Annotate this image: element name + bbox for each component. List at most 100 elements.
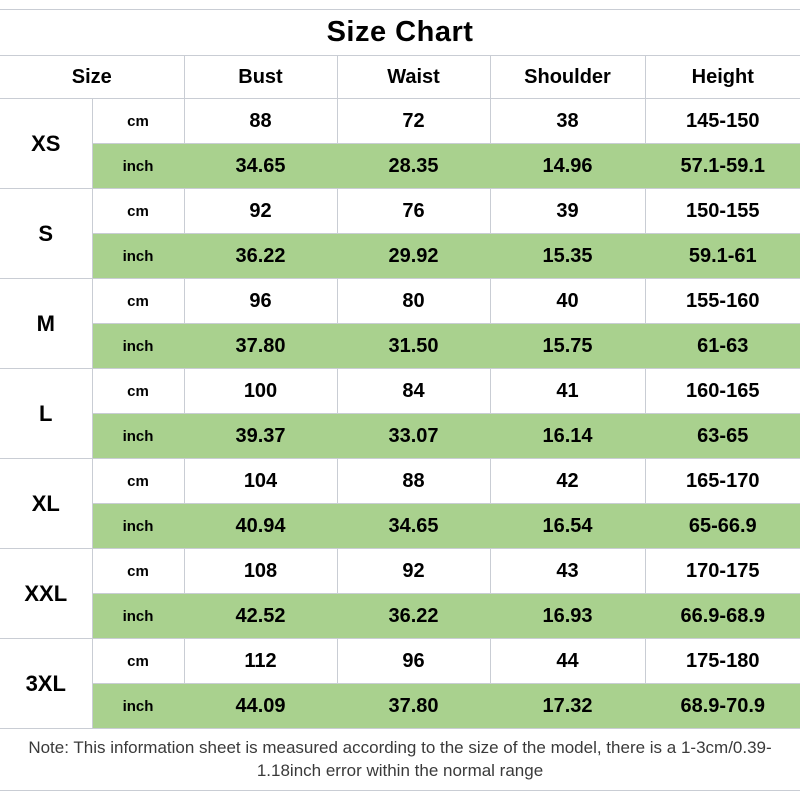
size-label-m: M bbox=[0, 278, 93, 369]
table-row-xl-inch: inch 40.94 34.65 16.54 65-66.9 bbox=[0, 503, 800, 549]
unit-label-inch: inch bbox=[92, 503, 185, 549]
unit-label-inch: inch bbox=[92, 683, 185, 729]
value-height: 175-180 bbox=[644, 638, 800, 684]
value-shoulder: 39 bbox=[489, 188, 646, 234]
column-header-height: Height bbox=[644, 55, 800, 99]
value-shoulder: 17.32 bbox=[489, 683, 646, 729]
value-waist: 80 bbox=[336, 278, 491, 324]
value-bust: 104 bbox=[183, 458, 338, 504]
value-height: 170-175 bbox=[644, 548, 800, 594]
unit-label-inch: inch bbox=[92, 593, 185, 639]
size-label-xl: XL bbox=[0, 458, 93, 549]
value-shoulder: 41 bbox=[489, 368, 646, 414]
size-chart-table: Size Chart Size Bust Waist Shoulder Heig… bbox=[0, 9, 800, 791]
column-header-size: Size bbox=[0, 55, 185, 99]
value-bust: 112 bbox=[183, 638, 338, 684]
table-row-l-cm: L cm 100 84 41 160-165 bbox=[0, 368, 800, 459]
value-height: 160-165 bbox=[644, 368, 800, 414]
value-waist: 96 bbox=[336, 638, 491, 684]
column-header-shoulder: Shoulder bbox=[489, 55, 646, 99]
size-label-l: L bbox=[0, 368, 93, 459]
unit-label-cm: cm bbox=[91, 278, 185, 324]
value-bust: 44.09 bbox=[183, 683, 338, 729]
table-row-m-inch: inch 37.80 31.50 15.75 61-63 bbox=[0, 323, 800, 369]
unit-label-inch: inch bbox=[92, 413, 185, 459]
table-row-m-cm: M cm 96 80 40 155-160 bbox=[0, 278, 800, 369]
value-shoulder: 44 bbox=[489, 638, 646, 684]
note-cell: Note: This information sheet is measured… bbox=[0, 728, 800, 791]
value-shoulder: 14.96 bbox=[489, 143, 646, 189]
size-label-xs: XS bbox=[0, 98, 93, 189]
value-shoulder: 16.93 bbox=[489, 593, 646, 639]
column-header-bust: Bust bbox=[183, 55, 338, 99]
table-row-xxl-inch: inch 42.52 36.22 16.93 66.9-68.9 bbox=[0, 593, 800, 639]
value-height: 57.1-59.1 bbox=[644, 143, 800, 189]
value-shoulder: 16.54 bbox=[489, 503, 646, 549]
value-height: 66.9-68.9 bbox=[644, 593, 800, 639]
table-row-s-cm: S cm 92 76 39 150-155 bbox=[0, 188, 800, 279]
value-height: 59.1-61 bbox=[644, 233, 800, 279]
value-height: 155-160 bbox=[644, 278, 800, 324]
value-waist: 76 bbox=[336, 188, 491, 234]
unit-label-cm: cm bbox=[91, 638, 185, 684]
value-waist: 84 bbox=[336, 368, 491, 414]
value-bust: 108 bbox=[183, 548, 338, 594]
unit-label-cm: cm bbox=[91, 368, 185, 414]
value-bust: 39.37 bbox=[183, 413, 338, 459]
value-waist: 37.80 bbox=[336, 683, 491, 729]
note-text: Note: This information sheet is measured… bbox=[28, 738, 772, 780]
value-shoulder: 16.14 bbox=[489, 413, 646, 459]
value-waist: 29.92 bbox=[336, 233, 491, 279]
unit-label-cm: cm bbox=[91, 98, 185, 144]
unit-label-inch: inch bbox=[92, 323, 185, 369]
value-waist: 33.07 bbox=[336, 413, 491, 459]
unit-label-cm: cm bbox=[91, 548, 185, 594]
value-bust: 96 bbox=[183, 278, 338, 324]
table-row-xs-cm: XS cm 88 72 38 145-150 bbox=[0, 98, 800, 189]
value-height: 63-65 bbox=[644, 413, 800, 459]
value-waist: 34.65 bbox=[336, 503, 491, 549]
column-header-waist: Waist bbox=[336, 55, 491, 99]
chart-title: Size Chart bbox=[326, 16, 474, 48]
chart-title-cell: Size Chart bbox=[0, 9, 800, 56]
value-waist: 88 bbox=[336, 458, 491, 504]
size-label-xxl: XXL bbox=[0, 548, 93, 639]
value-bust: 37.80 bbox=[183, 323, 338, 369]
value-height: 61-63 bbox=[644, 323, 800, 369]
value-waist: 36.22 bbox=[336, 593, 491, 639]
unit-label-inch: inch bbox=[92, 143, 185, 189]
value-height: 165-170 bbox=[644, 458, 800, 504]
table-row-s-inch: inch 36.22 29.92 15.35 59.1-61 bbox=[0, 233, 800, 279]
value-bust: 92 bbox=[183, 188, 338, 234]
value-shoulder: 43 bbox=[489, 548, 646, 594]
table-row-l-inch: inch 39.37 33.07 16.14 63-65 bbox=[0, 413, 800, 459]
size-label-s: S bbox=[0, 188, 93, 279]
value-shoulder: 15.75 bbox=[489, 323, 646, 369]
unit-label-cm: cm bbox=[91, 188, 185, 234]
value-shoulder: 40 bbox=[489, 278, 646, 324]
unit-label-cm: cm bbox=[91, 458, 185, 504]
table-row-3xl-inch: inch 44.09 37.80 17.32 68.9-70.9 bbox=[0, 683, 800, 729]
value-bust: 42.52 bbox=[183, 593, 338, 639]
value-bust: 100 bbox=[183, 368, 338, 414]
value-bust: 88 bbox=[183, 98, 338, 144]
table-row-xxl-cm: XXL cm 108 92 43 170-175 bbox=[0, 548, 800, 639]
value-shoulder: 15.35 bbox=[489, 233, 646, 279]
table-row-xl-cm: XL cm 104 88 42 165-170 bbox=[0, 458, 800, 549]
value-shoulder: 38 bbox=[489, 98, 646, 144]
value-height: 68.9-70.9 bbox=[644, 683, 800, 729]
value-shoulder: 42 bbox=[489, 458, 646, 504]
value-bust: 34.65 bbox=[183, 143, 338, 189]
value-waist: 28.35 bbox=[336, 143, 491, 189]
value-height: 65-66.9 bbox=[644, 503, 800, 549]
value-waist: 92 bbox=[336, 548, 491, 594]
value-bust: 36.22 bbox=[183, 233, 338, 279]
size-label-3xl: 3XL bbox=[0, 638, 93, 729]
value-bust: 40.94 bbox=[183, 503, 338, 549]
table-row-3xl-cm: 3XL cm 112 96 44 175-180 bbox=[0, 638, 800, 729]
unit-label-inch: inch bbox=[92, 233, 185, 279]
value-height: 150-155 bbox=[644, 188, 800, 234]
value-waist: 31.50 bbox=[336, 323, 491, 369]
table-row-xs-inch: inch 34.65 28.35 14.96 57.1-59.1 bbox=[0, 143, 800, 189]
